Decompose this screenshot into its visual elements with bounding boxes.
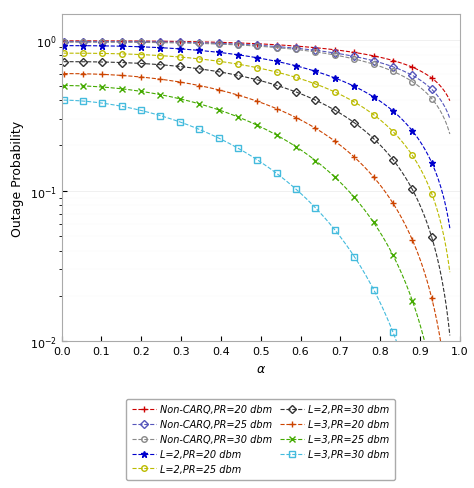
Line: L=2,PR=30 dbm: L=2,PR=30 dbm [61, 60, 453, 339]
L=2,PR=30 dbm [411, 190, 417, 196]
L=3,PR=20 dbm [411, 241, 417, 246]
Non-CARQ,PR=25 dbm [291, 46, 296, 52]
Non-CARQ,PR=30 dbm [290, 47, 295, 53]
Line: Non-CARQ,PR=20 dbm: Non-CARQ,PR=20 dbm [61, 39, 453, 104]
L=3,PR=25 dbm [61, 83, 66, 89]
Non-CARQ,PR=20 dbm [290, 44, 295, 50]
L=2,PR=25 dbm [62, 51, 68, 57]
L=3,PR=25 dbm [62, 83, 68, 89]
Non-CARQ,PR=20 dbm [297, 44, 303, 50]
L=2,PR=30 dbm [61, 60, 66, 65]
L=3,PR=20 dbm [290, 114, 295, 120]
L=3,PR=25 dbm [411, 302, 417, 308]
L=3,PR=25 dbm [290, 142, 295, 148]
Non-CARQ,PR=30 dbm [297, 48, 303, 54]
L=3,PR=30 dbm [61, 98, 66, 104]
Non-CARQ,PR=30 dbm [61, 40, 66, 46]
L=2,PR=20 dbm [291, 63, 296, 69]
L=2,PR=25 dbm [297, 77, 303, 82]
Non-CARQ,PR=20 dbm [447, 99, 453, 104]
Line: L=3,PR=20 dbm: L=3,PR=20 dbm [61, 72, 453, 420]
Non-CARQ,PR=20 dbm [61, 39, 66, 45]
L=3,PR=25 dbm [291, 143, 296, 149]
Non-CARQ,PR=25 dbm [411, 74, 417, 80]
Non-CARQ,PR=25 dbm [290, 46, 295, 52]
L=2,PR=25 dbm [447, 270, 453, 276]
L=2,PR=20 dbm [297, 65, 303, 71]
L=2,PR=20 dbm [62, 43, 68, 49]
Non-CARQ,PR=30 dbm [411, 81, 417, 86]
Non-CARQ,PR=20 dbm [291, 44, 296, 50]
L=3,PR=30 dbm [297, 190, 303, 196]
L=3,PR=25 dbm [386, 245, 392, 251]
Non-CARQ,PR=25 dbm [447, 116, 453, 122]
L=2,PR=30 dbm [290, 88, 295, 94]
Non-CARQ,PR=20 dbm [411, 66, 417, 72]
L=2,PR=20 dbm [290, 63, 295, 69]
L=2,PR=25 dbm [411, 155, 417, 161]
Y-axis label: Outage Probability: Outage Probability [11, 120, 24, 236]
Non-CARQ,PR=25 dbm [61, 40, 66, 45]
L=3,PR=30 dbm [62, 98, 68, 104]
L=2,PR=25 dbm [290, 74, 295, 80]
L=3,PR=20 dbm [61, 72, 66, 78]
Non-CARQ,PR=30 dbm [386, 68, 392, 74]
Line: L=3,PR=30 dbm: L=3,PR=30 dbm [61, 98, 453, 488]
L=2,PR=20 dbm [411, 130, 417, 136]
L=3,PR=30 dbm [291, 185, 296, 191]
L=2,PR=25 dbm [291, 75, 296, 81]
L=3,PR=20 dbm [447, 414, 453, 420]
L=3,PR=20 dbm [291, 114, 296, 120]
Non-CARQ,PR=25 dbm [62, 40, 68, 45]
L=3,PR=20 dbm [297, 118, 303, 123]
L=2,PR=25 dbm [386, 125, 392, 131]
L=3,PR=30 dbm [386, 320, 392, 326]
Non-CARQ,PR=30 dbm [447, 132, 453, 138]
Non-CARQ,PR=25 dbm [297, 46, 303, 52]
L=2,PR=20 dbm [61, 43, 66, 49]
L=3,PR=30 dbm [411, 393, 417, 399]
L=2,PR=30 dbm [297, 91, 303, 97]
L=3,PR=20 dbm [62, 72, 68, 78]
Line: L=2,PR=25 dbm: L=2,PR=25 dbm [61, 51, 453, 275]
L=2,PR=20 dbm [447, 226, 453, 232]
L=2,PR=20 dbm [386, 106, 392, 112]
Non-CARQ,PR=20 dbm [386, 58, 392, 63]
Non-CARQ,PR=25 dbm [386, 63, 392, 69]
L=3,PR=30 dbm [290, 183, 295, 189]
L=3,PR=25 dbm [297, 147, 303, 153]
L=3,PR=20 dbm [386, 195, 392, 201]
Line: Non-CARQ,PR=25 dbm: Non-CARQ,PR=25 dbm [61, 40, 453, 122]
L=2,PR=25 dbm [61, 51, 66, 57]
Legend: Non-CARQ,PR=20 dbm, Non-CARQ,PR=25 dbm, Non-CARQ,PR=30 dbm, L=2,PR=20 dbm, L=2,P: Non-CARQ,PR=20 dbm, Non-CARQ,PR=25 dbm, … [126, 399, 395, 480]
Non-CARQ,PR=30 dbm [62, 40, 68, 46]
Non-CARQ,PR=30 dbm [291, 47, 296, 53]
L=2,PR=30 dbm [291, 89, 296, 95]
L=2,PR=30 dbm [62, 60, 68, 65]
L=2,PR=30 dbm [447, 333, 453, 339]
Line: Non-CARQ,PR=30 dbm: Non-CARQ,PR=30 dbm [61, 41, 453, 138]
X-axis label: α: α [256, 362, 265, 375]
Line: L=2,PR=20 dbm: L=2,PR=20 dbm [60, 43, 453, 232]
Non-CARQ,PR=20 dbm [62, 39, 68, 45]
Line: L=3,PR=25 dbm: L=3,PR=25 dbm [61, 83, 453, 488]
L=2,PR=30 dbm [386, 153, 392, 159]
